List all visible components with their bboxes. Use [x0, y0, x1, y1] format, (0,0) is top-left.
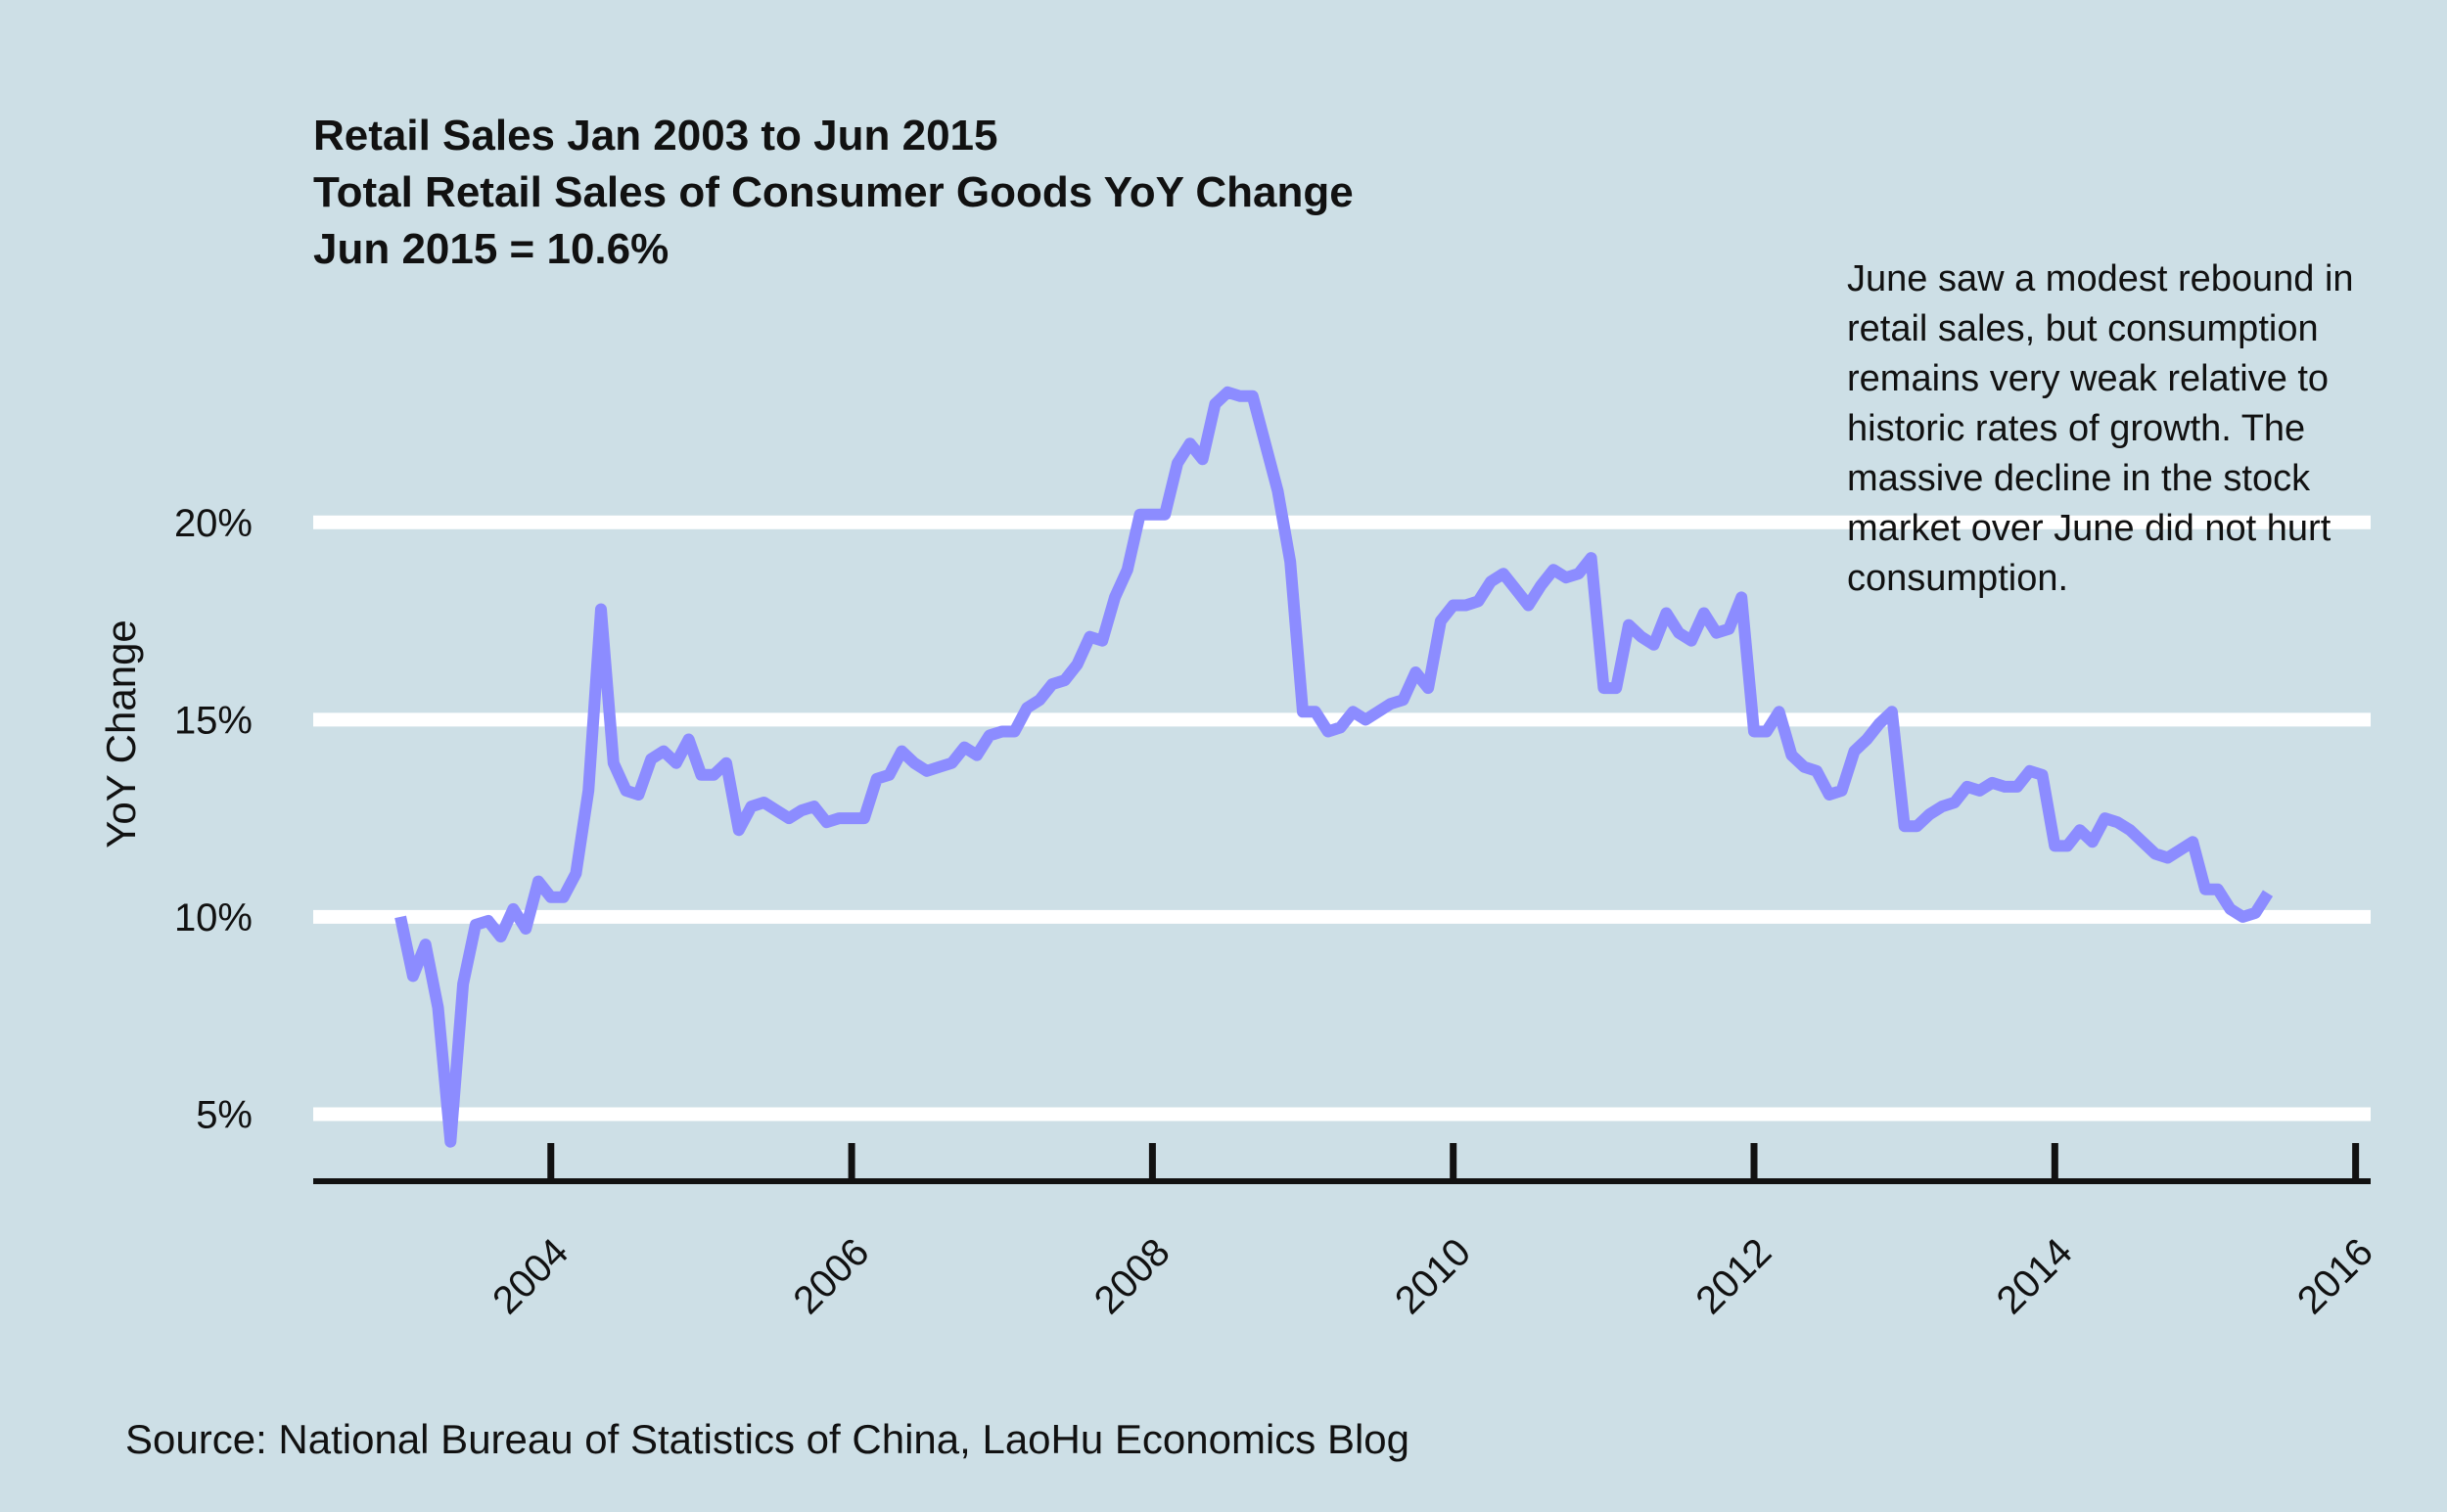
annotation-text: June saw a modest rebound in retail sale…: [1847, 258, 2354, 599]
annotation-line-6: market over June did not hurt: [1847, 508, 2332, 549]
y-tick-label: 10%: [174, 896, 253, 939]
annotation-line-3: remains very weak relative to: [1847, 358, 2329, 399]
y-axis-ticks: 5% 10% 15% 20%: [174, 502, 253, 1137]
title-line-2: Total Retail Sales of Consumer Goods YoY…: [313, 168, 1354, 216]
y-axis-title: YoY Change: [98, 619, 144, 848]
source-note: Source: National Bureau of Statistics of…: [125, 1416, 1409, 1462]
y-tick-label: 20%: [174, 502, 253, 545]
title-line-1: Retail Sales Jan 2003 to Jun 2015: [313, 112, 998, 160]
annotation-line-1: June saw a modest rebound in: [1847, 258, 2354, 299]
annotation-line-5: massive decline in the stock: [1847, 458, 2311, 499]
y-tick-label: 5%: [196, 1093, 253, 1136]
y-tick-label: 15%: [174, 699, 253, 742]
title-line-3: Jun 2015 = 10.6%: [313, 225, 669, 273]
series-line: [394, 386, 2274, 1148]
series-group: [394, 386, 2274, 1148]
annotation-line-2: retail sales, but consumption: [1847, 308, 2319, 349]
annotation-line-7: consumption.: [1847, 558, 2068, 599]
annotation-line-4: historic rates of growth. The: [1847, 408, 2305, 449]
chart-title: Retail Sales Jan 2003 to Jun 2015 Total …: [313, 112, 1354, 273]
